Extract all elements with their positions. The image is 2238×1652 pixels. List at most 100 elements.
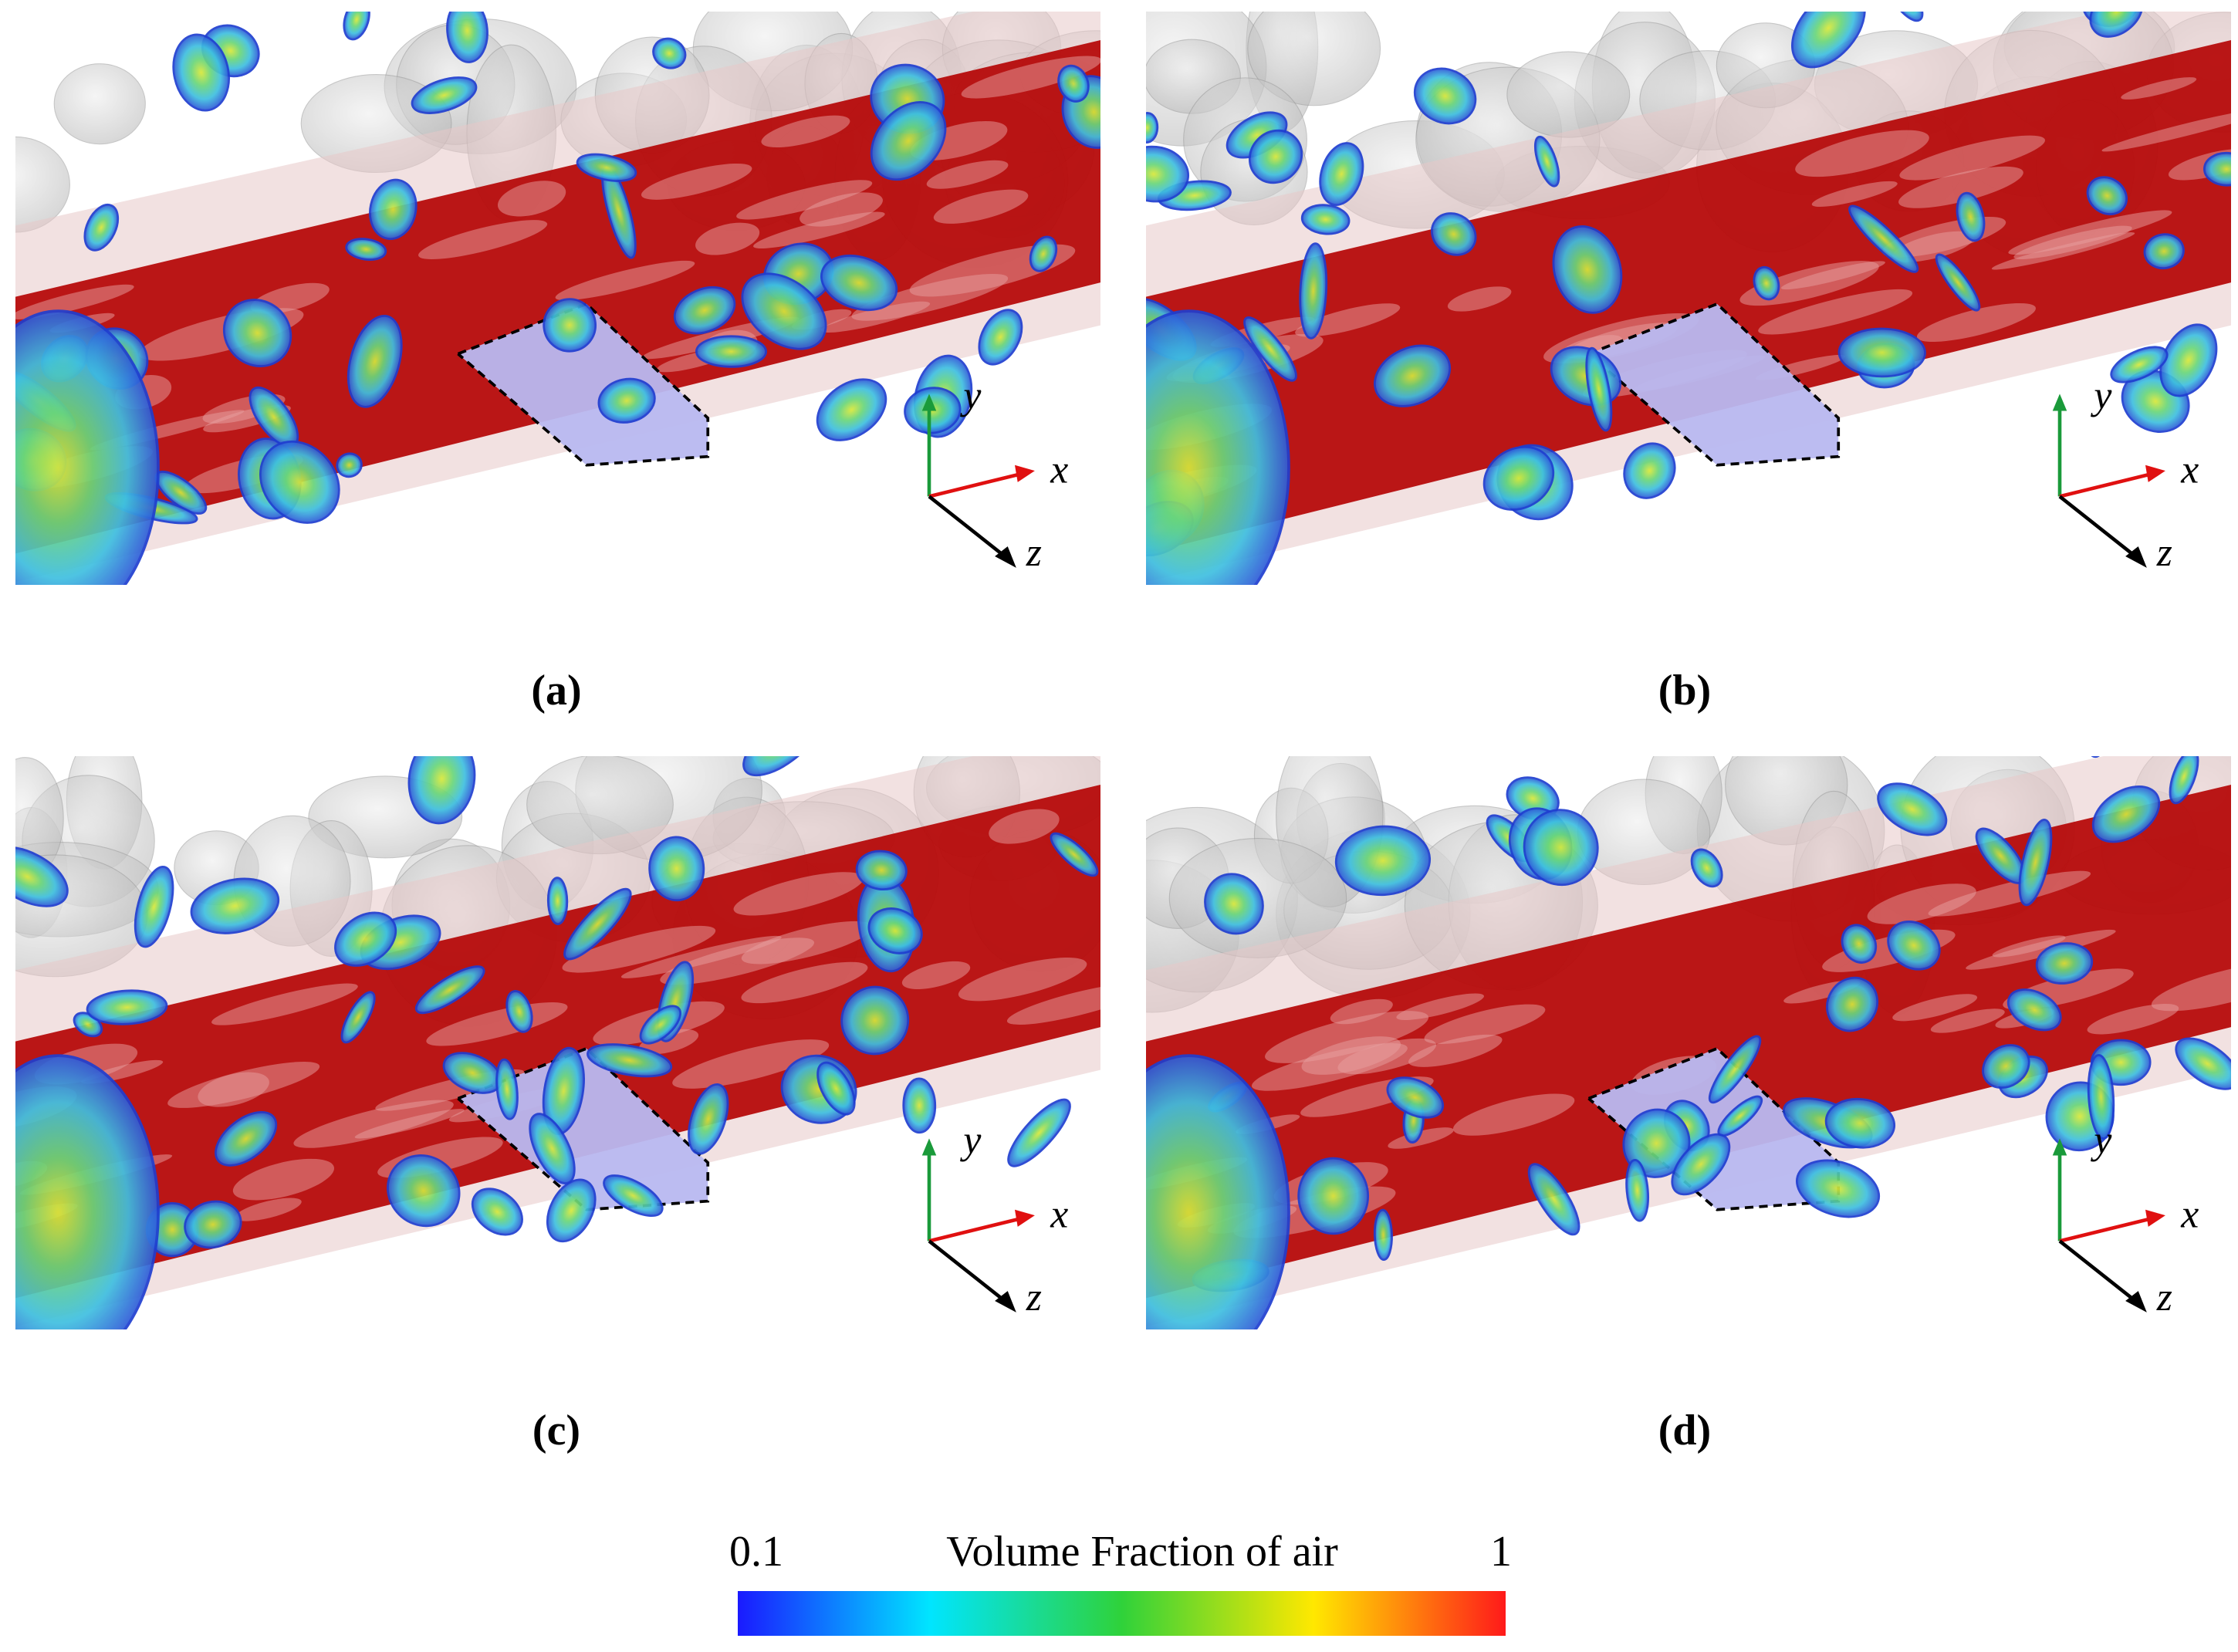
panel-image: x y z [1146, 12, 2231, 585]
air-bubble [387, 1154, 461, 1228]
air-bubble [2159, 323, 2218, 397]
surface-streak [555, 260, 695, 301]
axis-label: x [2180, 448, 2199, 492]
air-bubble [639, 1005, 682, 1045]
surface-streak [1452, 1093, 1575, 1136]
air-bubble [134, 865, 174, 948]
arrowhead [2052, 394, 2067, 411]
air-bubble [1204, 873, 1264, 935]
surface-streak [1899, 135, 2045, 181]
surface-streak [641, 163, 752, 200]
surface-streak [672, 1039, 830, 1089]
surface-streak [293, 1100, 454, 1148]
air-bubble [1935, 253, 1981, 312]
air-bubble [2091, 785, 2161, 843]
air-bubble [1824, 1097, 1896, 1149]
surface-streak [1991, 232, 2135, 270]
arrowhead [1015, 1209, 1035, 1227]
air-bubble [1837, 327, 1926, 378]
air-bubble [222, 299, 292, 367]
surface-streak [851, 273, 1009, 321]
surface-streak [2121, 77, 2197, 100]
surface-streak [497, 181, 566, 217]
surface-streak [1928, 870, 2091, 917]
air-bubble [648, 836, 705, 902]
air-bubble [172, 33, 230, 112]
arrowhead [921, 394, 937, 411]
air-bubble [1956, 191, 1986, 242]
axis-label: z [1026, 531, 1042, 575]
air-bubble [1982, 1044, 2030, 1090]
air-bubble [2035, 942, 2094, 985]
surface-streak [736, 180, 873, 220]
surface-streak [232, 1158, 335, 1201]
gray-isosurface [1247, 12, 1381, 106]
surface-streak [1251, 1042, 1408, 1091]
colorbar-max: 1 [1490, 1528, 1512, 1576]
air-bubble [15, 846, 69, 907]
air-bubble [543, 298, 597, 353]
air-bubble [1585, 346, 1613, 432]
surface-streak [1265, 1011, 1429, 1063]
axis-label: y [2090, 374, 2111, 418]
air-bubble [742, 756, 820, 777]
air-bubble [1386, 1076, 1445, 1119]
air-bubble [816, 378, 887, 441]
air-bubble [2086, 176, 2128, 215]
surface-streak [800, 192, 883, 227]
hydrofoil [458, 303, 708, 465]
arrowhead [2145, 1209, 2165, 1227]
surface-streak [2101, 108, 2231, 152]
air-bubble [1848, 204, 1919, 273]
air-bubble [1431, 212, 1477, 256]
air-bubble [546, 877, 569, 925]
air-bubble [1690, 848, 1723, 888]
air-bubble [1523, 809, 1599, 887]
air-bubble [978, 309, 1023, 366]
air-bubble [563, 887, 632, 961]
surface-streak [1811, 181, 1898, 208]
air-bubble [340, 991, 376, 1044]
colorbar [738, 1591, 1506, 1636]
arrowhead [1015, 465, 1035, 482]
air-bubble [471, 1187, 523, 1236]
air-bubble [688, 1083, 729, 1155]
air-bubble [1877, 782, 1948, 836]
surface-streak [1424, 1004, 1546, 1044]
axis-x-arrow [2059, 471, 2153, 498]
air-bubble [1146, 309, 1290, 585]
surface-streak [1898, 166, 2023, 208]
surface-streak [1447, 286, 1512, 312]
surface-streak [933, 189, 1029, 224]
panel-label: (b) [1658, 667, 1711, 715]
air-bubble [529, 1113, 576, 1184]
air-bubble [1243, 316, 1297, 382]
surface-streak [989, 809, 1060, 844]
air-bubble [1753, 265, 1780, 301]
surface-streak [958, 958, 1087, 1002]
air-bubble [1146, 112, 1159, 144]
air-bubble [1708, 1035, 1762, 1104]
air-bubble [505, 990, 533, 1033]
arrowhead [921, 1138, 937, 1156]
air-bubble [603, 1174, 664, 1218]
air-bubble [902, 1077, 937, 1134]
surface-streak [660, 937, 815, 985]
air-bubble [1373, 1208, 1393, 1262]
air-bubble [587, 1043, 673, 1078]
air-bubble [495, 1058, 519, 1120]
air-bubble [870, 101, 947, 181]
air-bubble [1007, 1098, 1071, 1167]
air-bubble [1533, 135, 1560, 187]
panel-label: (c) [532, 1407, 580, 1454]
air-bubble [1625, 1159, 1650, 1222]
air-bubble [597, 377, 656, 424]
hydrofoil [1588, 1048, 1839, 1210]
air-bubble [1334, 825, 1432, 897]
panel-label: (a) [531, 667, 581, 715]
surface-streak [1006, 982, 1100, 1025]
surface-streak [2087, 1003, 2179, 1035]
air-bubble [446, 12, 489, 63]
panel-image: x y z [15, 756, 1100, 1329]
